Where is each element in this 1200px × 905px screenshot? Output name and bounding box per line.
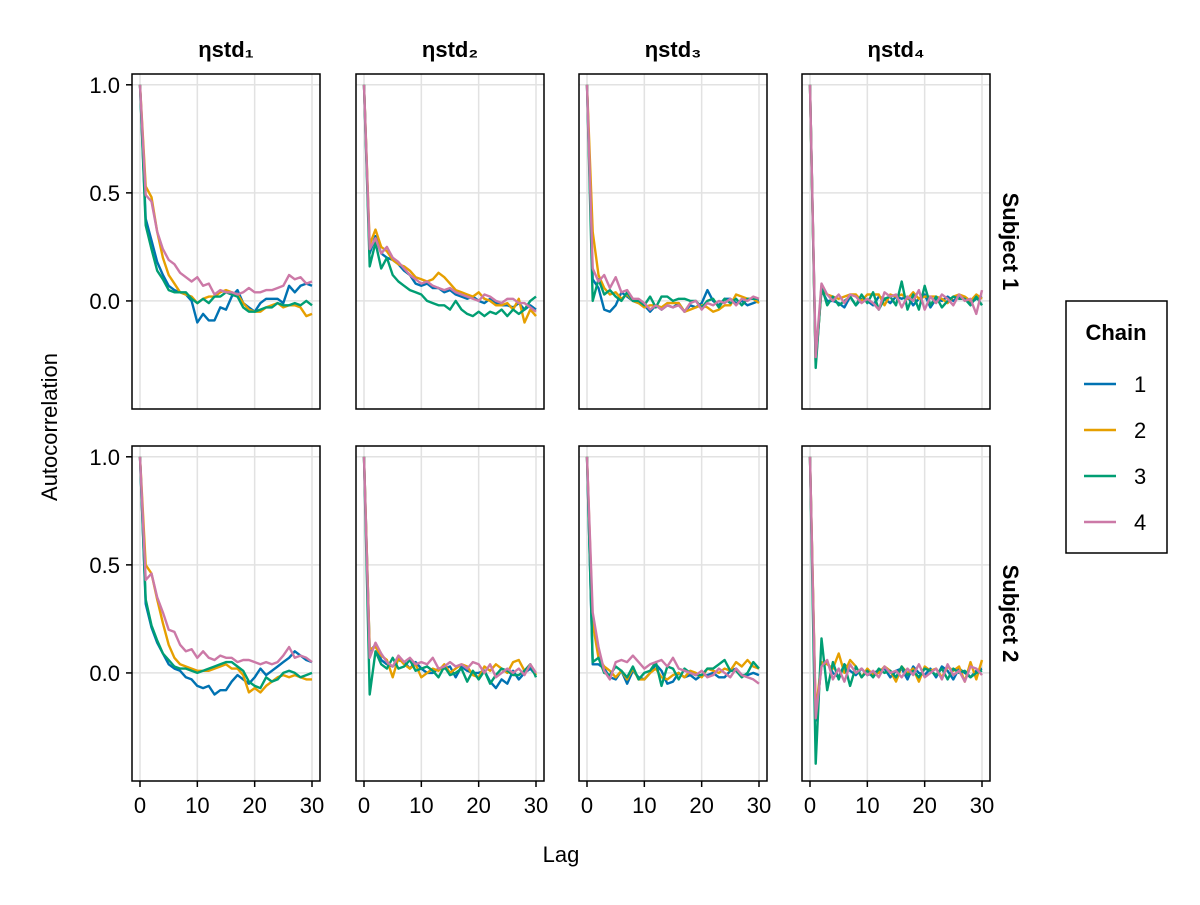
x-tick-label: 20 xyxy=(242,793,266,818)
series-line-chain-4 xyxy=(362,84,537,313)
series-line-chain-2 xyxy=(138,456,312,694)
x-tick-label: 10 xyxy=(185,793,209,818)
series-group xyxy=(808,456,984,765)
y-tick-label: 0.5 xyxy=(89,181,120,206)
series-line-chain-3 xyxy=(138,84,313,313)
x-tick-label: 10 xyxy=(409,793,433,818)
series-line-chain-3 xyxy=(585,84,759,309)
series-line-chain-3 xyxy=(362,456,538,696)
panel-frame xyxy=(801,73,991,410)
series-line-chain-4 xyxy=(585,84,760,313)
series-line-chain-2 xyxy=(362,84,537,324)
legend-entries: 1 2 3 4 xyxy=(1084,372,1146,535)
panel-frame xyxy=(131,73,321,410)
x-tick-label: 30 xyxy=(524,793,548,818)
legend-label-3: 3 xyxy=(1134,464,1146,489)
x-tick-label: 0 xyxy=(581,793,593,818)
x-tick-label: 20 xyxy=(466,793,490,818)
panel-r1-c1: 0.0 0.5 1.0 ηstd₁ xyxy=(89,37,321,410)
x-tick-label: 0 xyxy=(134,793,146,818)
panel-grid: 0.0 0.5 1.0 ηstd₁ ηstd₂ ηstd₃ ηstd₄ Subject 1 0.… xyxy=(89,37,1023,818)
series-group xyxy=(362,84,537,324)
x-tick-label: 20 xyxy=(689,793,713,818)
series-line-chain-4 xyxy=(808,84,984,359)
column-title: ηstd₁ xyxy=(198,37,254,62)
x-tick-label: 20 xyxy=(912,793,936,818)
series-line-chain-1 xyxy=(585,456,760,685)
series-line-chain-3 xyxy=(808,84,984,370)
series-line-chain-3 xyxy=(808,456,983,765)
y-tick-label: 0.5 xyxy=(89,553,120,578)
legend-box xyxy=(1065,300,1168,554)
row-label: Subject 1 xyxy=(998,193,1023,291)
series-line-chain-4 xyxy=(362,456,538,679)
panel-r1-c2: ηstd₂ xyxy=(355,37,545,410)
panel-frame xyxy=(355,73,545,410)
series-group xyxy=(138,456,313,696)
series-line-chain-2 xyxy=(585,84,760,313)
series-group xyxy=(138,84,313,324)
x-tick-label: 30 xyxy=(970,793,994,818)
legend-title: Chain xyxy=(1085,320,1146,345)
panel-frame xyxy=(131,445,321,782)
x-tick-label: 0 xyxy=(358,793,370,818)
panel-r2-c3: 0 10 20 30 xyxy=(578,445,771,818)
x-tick-label: 30 xyxy=(747,793,771,818)
y-tick-label: 1.0 xyxy=(89,445,120,470)
series-line-chain-4 xyxy=(585,456,760,685)
x-axis-label: Lag xyxy=(543,842,580,867)
panel-r1-c3: ηstd₃ xyxy=(578,37,768,410)
series-line-chain-2 xyxy=(808,84,983,365)
x-tick-label: 0 xyxy=(804,793,816,818)
x-tick-label: 10 xyxy=(855,793,879,818)
y-tick-label: 1.0 xyxy=(89,73,120,98)
series-group xyxy=(585,456,760,688)
series-line-chain-3 xyxy=(138,456,313,690)
x-tick-label: 10 xyxy=(632,793,656,818)
panel-frame xyxy=(578,73,768,410)
x-tick-label: 30 xyxy=(300,793,324,818)
series-group xyxy=(585,84,760,313)
y-tick-label: 0.0 xyxy=(89,289,120,314)
y-tick-label: 0.0 xyxy=(89,661,120,686)
panel-r2-c4: 0 10 20 30 Subject 2 xyxy=(801,445,1023,818)
series-line-chain-3 xyxy=(362,84,537,318)
panel-frame xyxy=(355,445,545,782)
series-group xyxy=(362,456,538,696)
series-line-chain-1 xyxy=(808,84,983,363)
series-line-chain-2 xyxy=(138,84,313,318)
legend-label-1: 1 xyxy=(1134,372,1146,397)
series-line-chain-1 xyxy=(362,456,537,690)
panel-frame xyxy=(578,445,768,782)
legend: Chain 1 2 3 4 xyxy=(1065,300,1168,554)
series-line-chain-1 xyxy=(585,84,760,313)
panel-r2-c1: 0.0 0.5 1.0 0 10 20 30 xyxy=(89,445,324,818)
series-line-chain-1 xyxy=(138,456,313,696)
legend-label-2: 2 xyxy=(1134,418,1146,443)
column-title: ηstd₄ xyxy=(868,37,925,62)
series-line-chain-2 xyxy=(585,456,760,681)
series-line-chain-1 xyxy=(138,84,313,324)
series-group xyxy=(808,84,984,370)
series-line-chain-2 xyxy=(362,456,538,679)
panel-r1-c4: ηstd₄ Subject 1 xyxy=(801,37,1023,410)
series-line-chain-4 xyxy=(138,456,313,666)
column-title: ηstd₃ xyxy=(645,37,702,62)
panel-r2-c2: 0 10 20 30 xyxy=(355,445,548,818)
series-line-chain-3 xyxy=(585,456,760,688)
y-axis-label: Autocorrelation xyxy=(37,353,62,501)
legend-label-4: 4 xyxy=(1134,510,1146,535)
series-line-chain-1 xyxy=(362,84,537,311)
series-line-chain-4 xyxy=(808,456,983,720)
column-title: ηstd₂ xyxy=(422,37,478,62)
panel-frame xyxy=(801,445,991,782)
row-label: Subject 2 xyxy=(998,565,1023,663)
series-line-chain-4 xyxy=(138,84,313,296)
